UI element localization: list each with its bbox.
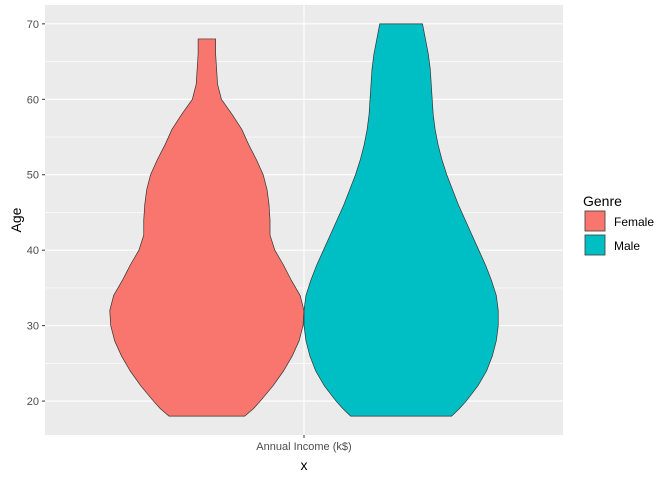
legend-label-female: Female bbox=[614, 215, 654, 229]
y-axis-title: Age bbox=[8, 207, 24, 232]
x-axis: Annual Income (k$) bbox=[256, 435, 352, 453]
x-axis-title: x bbox=[301, 457, 308, 473]
legend: Genre Female Male bbox=[583, 193, 654, 256]
y-tick-label: 40 bbox=[27, 245, 39, 257]
x-tick-label: Annual Income (k$) bbox=[256, 441, 351, 453]
violin-female bbox=[109, 38, 305, 417]
y-tick-label: 70 bbox=[27, 19, 39, 31]
legend-swatch-female bbox=[584, 210, 606, 232]
y-tick-label: 30 bbox=[27, 321, 39, 333]
violin-male bbox=[303, 23, 499, 417]
legend-title: Genre bbox=[583, 193, 622, 209]
legend-swatch-male bbox=[584, 234, 606, 256]
y-tick-label: 50 bbox=[27, 170, 39, 182]
legend-label-male: Male bbox=[614, 239, 640, 253]
y-axis: 20 30 40 50 60 70 bbox=[27, 19, 45, 408]
legend-items: Female Male bbox=[584, 210, 654, 256]
violins bbox=[109, 23, 499, 417]
y-tick-label: 20 bbox=[27, 396, 39, 408]
y-tick-label: 60 bbox=[27, 94, 39, 106]
